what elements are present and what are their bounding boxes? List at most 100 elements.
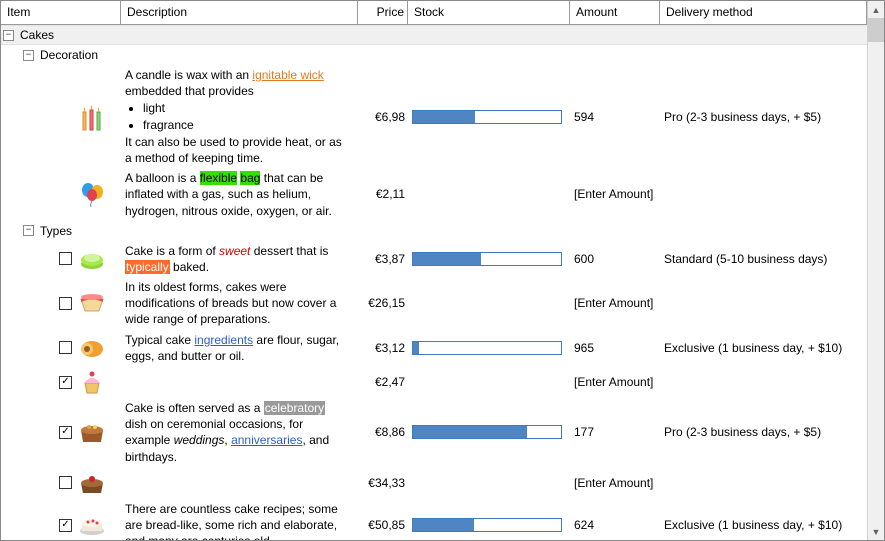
scroll-up-icon[interactable]: ▲: [868, 1, 884, 18]
item-cell: ✓: [1, 418, 121, 446]
highlight-celebratory: celebratory: [264, 401, 325, 415]
data-row-balloon[interactable]: A balloon is a flexible bag that can be …: [1, 168, 867, 221]
stock-bar: [412, 341, 562, 355]
cake-choco-icon: [78, 418, 106, 446]
cupcake-icon: [78, 368, 106, 396]
description-cell: In its oldest forms, cakes were modifica…: [121, 279, 358, 328]
row-checkbox[interactable]: [59, 252, 72, 265]
stock-cell: [408, 110, 570, 124]
data-row-cake7[interactable]: ✓ There are countless cake recipes; some…: [1, 499, 867, 540]
col-header-description[interactable]: Description: [121, 1, 358, 24]
row-checkbox[interactable]: ✓: [59, 519, 72, 532]
amount-cell[interactable]: 177: [570, 425, 660, 439]
link-anniversaries[interactable]: anniversaries: [231, 433, 302, 447]
data-row-cake5[interactable]: ✓ Cake is often served as a celebratory …: [1, 398, 867, 467]
balloons-icon: [79, 180, 107, 208]
delivery-cell[interactable]: Pro (2-3 business days, + $5): [660, 110, 867, 124]
styled-sweet: sweet: [219, 244, 250, 258]
italic-weddings: weddings: [174, 433, 225, 447]
data-row-cake2[interactable]: In its oldest forms, cakes were modifica…: [1, 277, 867, 330]
grid-body: − Cakes − Decoration: [1, 25, 867, 540]
highlight-typically: typically: [125, 260, 170, 274]
delivery-cell[interactable]: Exclusive (1 business day, + $10): [660, 518, 867, 532]
price-cell: €2,11: [358, 187, 408, 201]
stock-cell: [408, 518, 570, 532]
item-cell: [1, 103, 121, 131]
col-header-stock[interactable]: Stock: [408, 1, 570, 24]
stock-cell: [408, 341, 570, 355]
expander-icon[interactable]: −: [23, 50, 34, 61]
link-ignitable-wick[interactable]: ignitable wick: [252, 68, 323, 82]
row-checkbox[interactable]: ✓: [59, 426, 72, 439]
col-header-delivery[interactable]: Delivery method: [660, 1, 867, 24]
delivery-cell[interactable]: Standard (5-10 business days): [660, 252, 867, 266]
subgroup-label: Types: [40, 224, 72, 238]
cake-brown-icon: [78, 469, 106, 497]
expander-icon[interactable]: −: [3, 30, 14, 41]
price-cell: €50,85: [358, 518, 408, 532]
description-cell: Typical cake ingredients are flour, suga…: [121, 332, 358, 364]
data-row-cake3[interactable]: Typical cake ingredients are flour, suga…: [1, 330, 867, 366]
stock-bar: [412, 425, 562, 439]
group-label: Cakes: [20, 28, 54, 42]
item-cell: [1, 334, 121, 362]
bullet-light: light: [143, 100, 348, 116]
cake-white-icon: [78, 511, 106, 539]
description-cell: There are countless cake recipes; some a…: [121, 501, 358, 540]
stock-bar: [412, 518, 562, 532]
col-header-amount[interactable]: Amount: [570, 1, 660, 24]
amount-cell[interactable]: 594: [570, 110, 660, 124]
grid-area: Item Description Price Stock Amount Deli…: [1, 1, 867, 540]
stock-cell: [408, 252, 570, 266]
cake-green-icon: [78, 245, 106, 273]
amount-cell[interactable]: [Enter Amount]: [570, 296, 660, 310]
price-cell: €26,15: [358, 296, 408, 310]
expander-icon[interactable]: −: [23, 225, 34, 236]
data-row-cake4[interactable]: ✓ €2,47 [Enter Amount]: [1, 366, 867, 398]
bullet-fragrance: fragrance: [143, 117, 348, 133]
scroll-thumb[interactable]: [868, 18, 884, 42]
description-cell: A balloon is a flexible bag that can be …: [121, 170, 358, 219]
amount-cell[interactable]: 965: [570, 341, 660, 355]
row-checkbox[interactable]: ✓: [59, 376, 72, 389]
item-cell: [1, 469, 121, 497]
amount-cell[interactable]: 624: [570, 518, 660, 532]
data-row-cake6[interactable]: €34,33 [Enter Amount]: [1, 467, 867, 499]
row-checkbox[interactable]: [59, 476, 72, 489]
vertical-scrollbar[interactable]: ▲ ▼: [867, 1, 884, 540]
link-ingredients[interactable]: ingredients: [194, 333, 253, 347]
data-row-candle[interactable]: A candle is wax with an ignitable wick e…: [1, 65, 867, 168]
price-cell: €2,47: [358, 375, 408, 389]
item-cell: [1, 289, 121, 317]
group-row-cakes[interactable]: − Cakes: [1, 25, 867, 45]
item-cell: ✓: [1, 368, 121, 396]
row-checkbox[interactable]: [59, 297, 72, 310]
price-cell: €8,86: [358, 425, 408, 439]
amount-cell[interactable]: [Enter Amount]: [570, 187, 660, 201]
delivery-cell[interactable]: Pro (2-3 business days, + $5): [660, 425, 867, 439]
item-cell: ✓: [1, 511, 121, 539]
description-cell: Cake is a form of sweet dessert that is …: [121, 243, 358, 275]
subgroup-row-decoration[interactable]: − Decoration: [1, 45, 867, 65]
subgroup-row-types[interactable]: − Types: [1, 221, 867, 241]
delivery-cell[interactable]: Exclusive (1 business day, + $10): [660, 341, 867, 355]
stock-cell: [408, 425, 570, 439]
subgroup-label: Decoration: [40, 48, 98, 62]
scroll-down-icon[interactable]: ▼: [868, 523, 884, 540]
data-row-cake1[interactable]: Cake is a form of sweet dessert that is …: [1, 241, 867, 277]
amount-cell[interactable]: [Enter Amount]: [570, 375, 660, 389]
price-cell: €3,87: [358, 252, 408, 266]
item-cell: [1, 180, 121, 208]
description-cell: A candle is wax with an ignitable wick e…: [121, 67, 358, 166]
amount-cell[interactable]: 600: [570, 252, 660, 266]
col-header-item[interactable]: Item: [1, 1, 121, 24]
price-cell: €34,33: [358, 476, 408, 490]
price-cell: €3,12: [358, 341, 408, 355]
roll-cake-icon: [78, 334, 106, 362]
grid-frame: Item Description Price Stock Amount Deli…: [0, 0, 885, 541]
stock-bar: [412, 110, 562, 124]
row-checkbox[interactable]: [59, 341, 72, 354]
col-header-price[interactable]: Price: [358, 1, 408, 24]
amount-cell[interactable]: [Enter Amount]: [570, 476, 660, 490]
highlight-bag: bag: [240, 171, 260, 185]
